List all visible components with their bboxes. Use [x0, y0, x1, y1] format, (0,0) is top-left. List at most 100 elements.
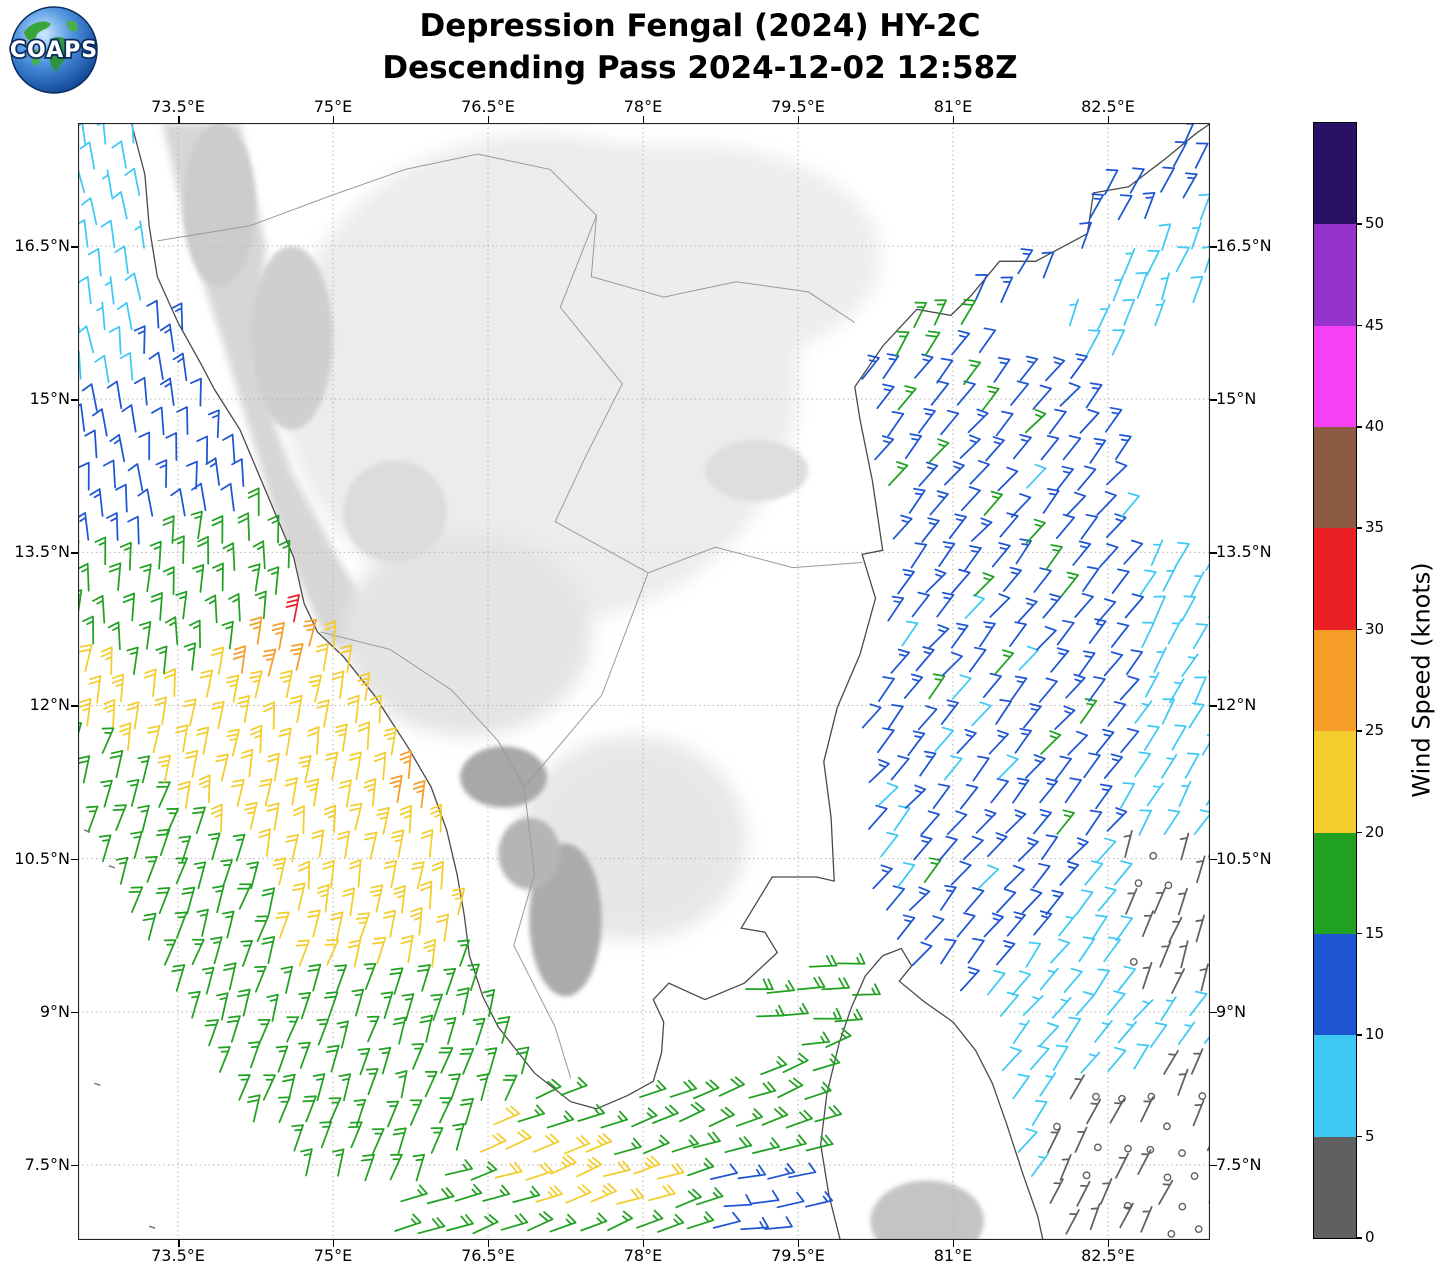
colorbar-tick-mark — [1356, 1034, 1362, 1036]
x-tick-label-bottom: 78°E — [623, 1246, 663, 1264]
x-tick-label-top: 79.5°E — [771, 97, 825, 116]
y-tick-mark-left — [71, 552, 78, 554]
colorbar-tick-mark — [1356, 932, 1362, 935]
coaps-logo: COAPS — [8, 4, 100, 96]
colorbar-tick-label: 35 — [1365, 518, 1385, 537]
x-tick-label-top: 73.5°E — [151, 97, 205, 116]
x-tick-label-bottom: 81°E — [933, 1246, 973, 1264]
x-tick-mark-bottom — [332, 1240, 335, 1247]
y-tick-mark-left — [71, 1164, 78, 1167]
x-tick-mark-bottom — [952, 1240, 955, 1247]
y-tick-mark-right — [1210, 705, 1217, 707]
colorbar-segment-30-35 — [1314, 528, 1356, 630]
x-tick-mark-top — [642, 116, 645, 123]
wind-barb-map — [54, 90, 1233, 1245]
colorbar-tick-mark — [1356, 426, 1362, 428]
x-tick-mark-bottom — [1107, 1240, 1110, 1247]
y-tick-label-right: 15°N — [1216, 389, 1257, 409]
y-tick-label-right: 9°N — [1216, 1001, 1247, 1021]
coaps-globe-icon: COAPS — [8, 6, 99, 94]
colorbar-segment-5-10 — [1314, 1035, 1356, 1137]
x-tick-label-bottom: 76.5°E — [461, 1246, 515, 1264]
y-tick-label-right: 7.5°N — [1216, 1154, 1262, 1174]
colorbar-tick-mark — [1356, 831, 1362, 834]
y-tick-label-left: 15°N — [29, 389, 70, 409]
colorbar-segment-45-50 — [1314, 224, 1356, 326]
y-tick-label-left: 9°N — [39, 1001, 70, 1021]
colorbar-axis-label: Wind Speed (knots) — [1396, 122, 1448, 1237]
colorbar-tick-mark — [1356, 527, 1362, 529]
coastlines — [83, 122, 1211, 1245]
colorbar-segment-25-30 — [1314, 629, 1356, 732]
colorbar-segment-50-55 — [1314, 123, 1356, 225]
colorbar-segment-10-15 — [1314, 933, 1356, 1036]
colorbar-tick-label: 45 — [1365, 315, 1385, 334]
x-tick-label-top: 82.5°E — [1081, 97, 1135, 116]
colorbar-segment-0-5 — [1314, 1136, 1356, 1238]
y-tick-mark-right — [1210, 858, 1217, 861]
colorbar-tick-mark — [1356, 730, 1362, 732]
x-tick-label-bottom: 73.5°E — [151, 1246, 205, 1264]
colorbar-tick-label: 30 — [1365, 619, 1385, 638]
wind-barbs — [54, 90, 1233, 1238]
colorbar-segment-15-20 — [1314, 832, 1356, 934]
colorbar-segment-40-45 — [1314, 325, 1356, 428]
y-tick-label-right: 10.5°N — [1216, 848, 1272, 868]
colorbar-tick-mark — [1356, 628, 1362, 631]
figure-title: Depression Fengal (2024) HY-2C Descendin… — [85, 6, 1315, 90]
state-borders — [157, 153, 863, 1079]
y-tick-mark-left — [71, 399, 78, 401]
x-tick-mark-top — [487, 116, 490, 123]
colorbar-tick-mark — [1356, 1135, 1362, 1138]
x-tick-label-bottom: 75°E — [313, 1246, 353, 1264]
y-tick-mark-right — [1210, 1164, 1217, 1167]
y-tick-label-left: 7.5°N — [24, 1154, 70, 1174]
x-tick-mark-top — [1107, 116, 1110, 123]
y-tick-label-right: 13.5°N — [1216, 542, 1272, 562]
y-tick-mark-left — [71, 705, 78, 707]
x-tick-mark-top — [797, 116, 800, 123]
y-tick-label-right: 16.5°N — [1216, 236, 1272, 255]
x-tick-mark-bottom — [178, 1240, 180, 1247]
x-tick-mark-bottom — [642, 1240, 645, 1247]
y-tick-mark-right — [1210, 399, 1217, 401]
colorbar-tick-label: 0 — [1365, 1228, 1375, 1246]
x-tick-label-top: 78°E — [623, 97, 663, 116]
colorbar-tick-mark — [1356, 1237, 1362, 1239]
x-tick-label-bottom: 79.5°E — [771, 1246, 825, 1264]
y-tick-mark-left — [71, 858, 78, 861]
y-tick-label-left: 13.5°N — [14, 542, 70, 562]
y-tick-mark-left — [71, 246, 78, 248]
colorbar-tick-mark — [1356, 223, 1362, 225]
x-tick-mark-top — [178, 116, 180, 123]
colorbar-segment-20-25 — [1314, 731, 1356, 833]
colorbar-tick-label: 25 — [1365, 721, 1385, 740]
colorbar-tick-label: 40 — [1365, 417, 1385, 436]
colorbar-tick-label: 50 — [1365, 214, 1385, 233]
title-line-2: Descending Pass 2024-12-02 12:58Z — [382, 49, 1018, 86]
terrain-shading-india — [162, 123, 881, 997]
y-tick-mark-right — [1210, 1011, 1217, 1014]
y-tick-mark-left — [71, 1011, 78, 1014]
map-plot-area — [54, 90, 1233, 1245]
colorbar-label-text: Wind Speed (knots) — [1408, 561, 1436, 798]
colorbar-tick-label: 10 — [1365, 1025, 1385, 1044]
x-tick-mark-bottom — [487, 1240, 490, 1247]
colorbar-tick-label: 20 — [1365, 822, 1385, 841]
y-tick-label-left: 16.5°N — [14, 236, 70, 255]
y-tick-label-left: 10.5°N — [14, 848, 70, 868]
colorbar-segment-35-40 — [1314, 427, 1356, 529]
colorbar — [1313, 122, 1357, 1239]
coaps-logo-text: COAPS — [10, 38, 98, 63]
colorbar-tick-label: 5 — [1365, 1126, 1375, 1145]
y-tick-mark-right — [1210, 552, 1217, 554]
x-tick-label-bottom: 82.5°E — [1081, 1246, 1135, 1264]
x-tick-label-top: 75°E — [313, 97, 353, 116]
y-tick-label-left: 12°N — [29, 695, 70, 715]
x-tick-mark-bottom — [797, 1240, 800, 1247]
x-tick-mark-top — [952, 116, 955, 123]
title-line-1: Depression Fengal (2024) HY-2C — [419, 8, 981, 44]
y-tick-label-right: 12°N — [1216, 695, 1257, 715]
y-tick-mark-right — [1210, 246, 1217, 248]
